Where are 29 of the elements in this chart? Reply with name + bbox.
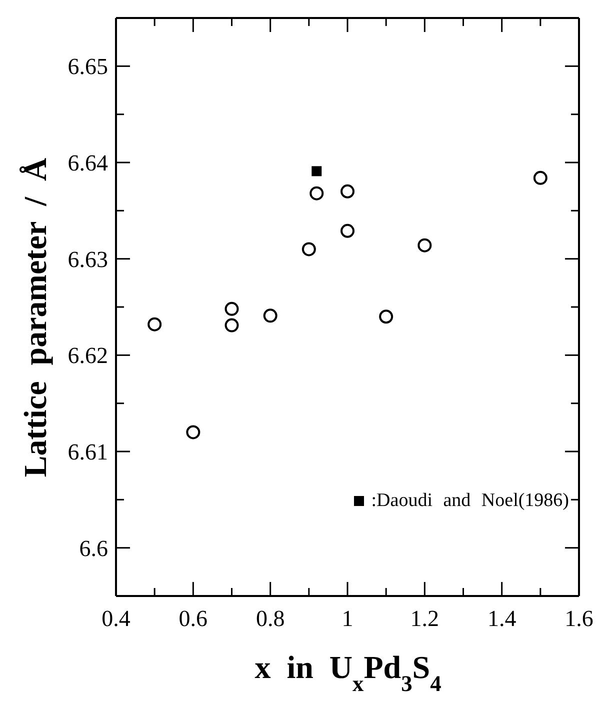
point	[224, 318, 239, 332]
point	[418, 238, 432, 252]
point	[186, 425, 200, 440]
point	[263, 308, 278, 323]
y-tick-label: 6.61	[68, 440, 108, 464]
x-tick-label: 1.2	[410, 606, 440, 631]
y-tick-label: 6.63	[68, 246, 108, 272]
point	[340, 224, 354, 238]
point	[224, 302, 239, 316]
point	[379, 310, 394, 324]
point	[312, 166, 322, 176]
x-tick-label: 1	[342, 606, 354, 631]
y-tick-label: 6.65	[68, 54, 108, 80]
x-axis-title: x in U$_{x}$Pd$_{3}$S$_{4}$	[254, 649, 442, 696]
y-tick-label: 6.64	[68, 150, 108, 176]
x-tick-label: 1.6	[564, 606, 594, 631]
legend-label: :Daoudi and Noel(1986)	[371, 490, 569, 512]
point	[302, 242, 316, 256]
point	[340, 184, 354, 198]
x-tick-label: 1.4	[487, 606, 517, 631]
y-tick-label: 6.62	[68, 343, 108, 368]
point	[533, 170, 548, 185]
x-tick-label: 0.6	[178, 606, 208, 631]
y-axis-title: Lattice parameter / Å	[17, 158, 53, 478]
point	[148, 317, 162, 332]
x-tick-label: 0.8	[256, 606, 285, 631]
point	[310, 186, 324, 200]
y-tick-label: 6.6	[79, 536, 108, 561]
x-tick-label: 0.4	[102, 606, 131, 631]
